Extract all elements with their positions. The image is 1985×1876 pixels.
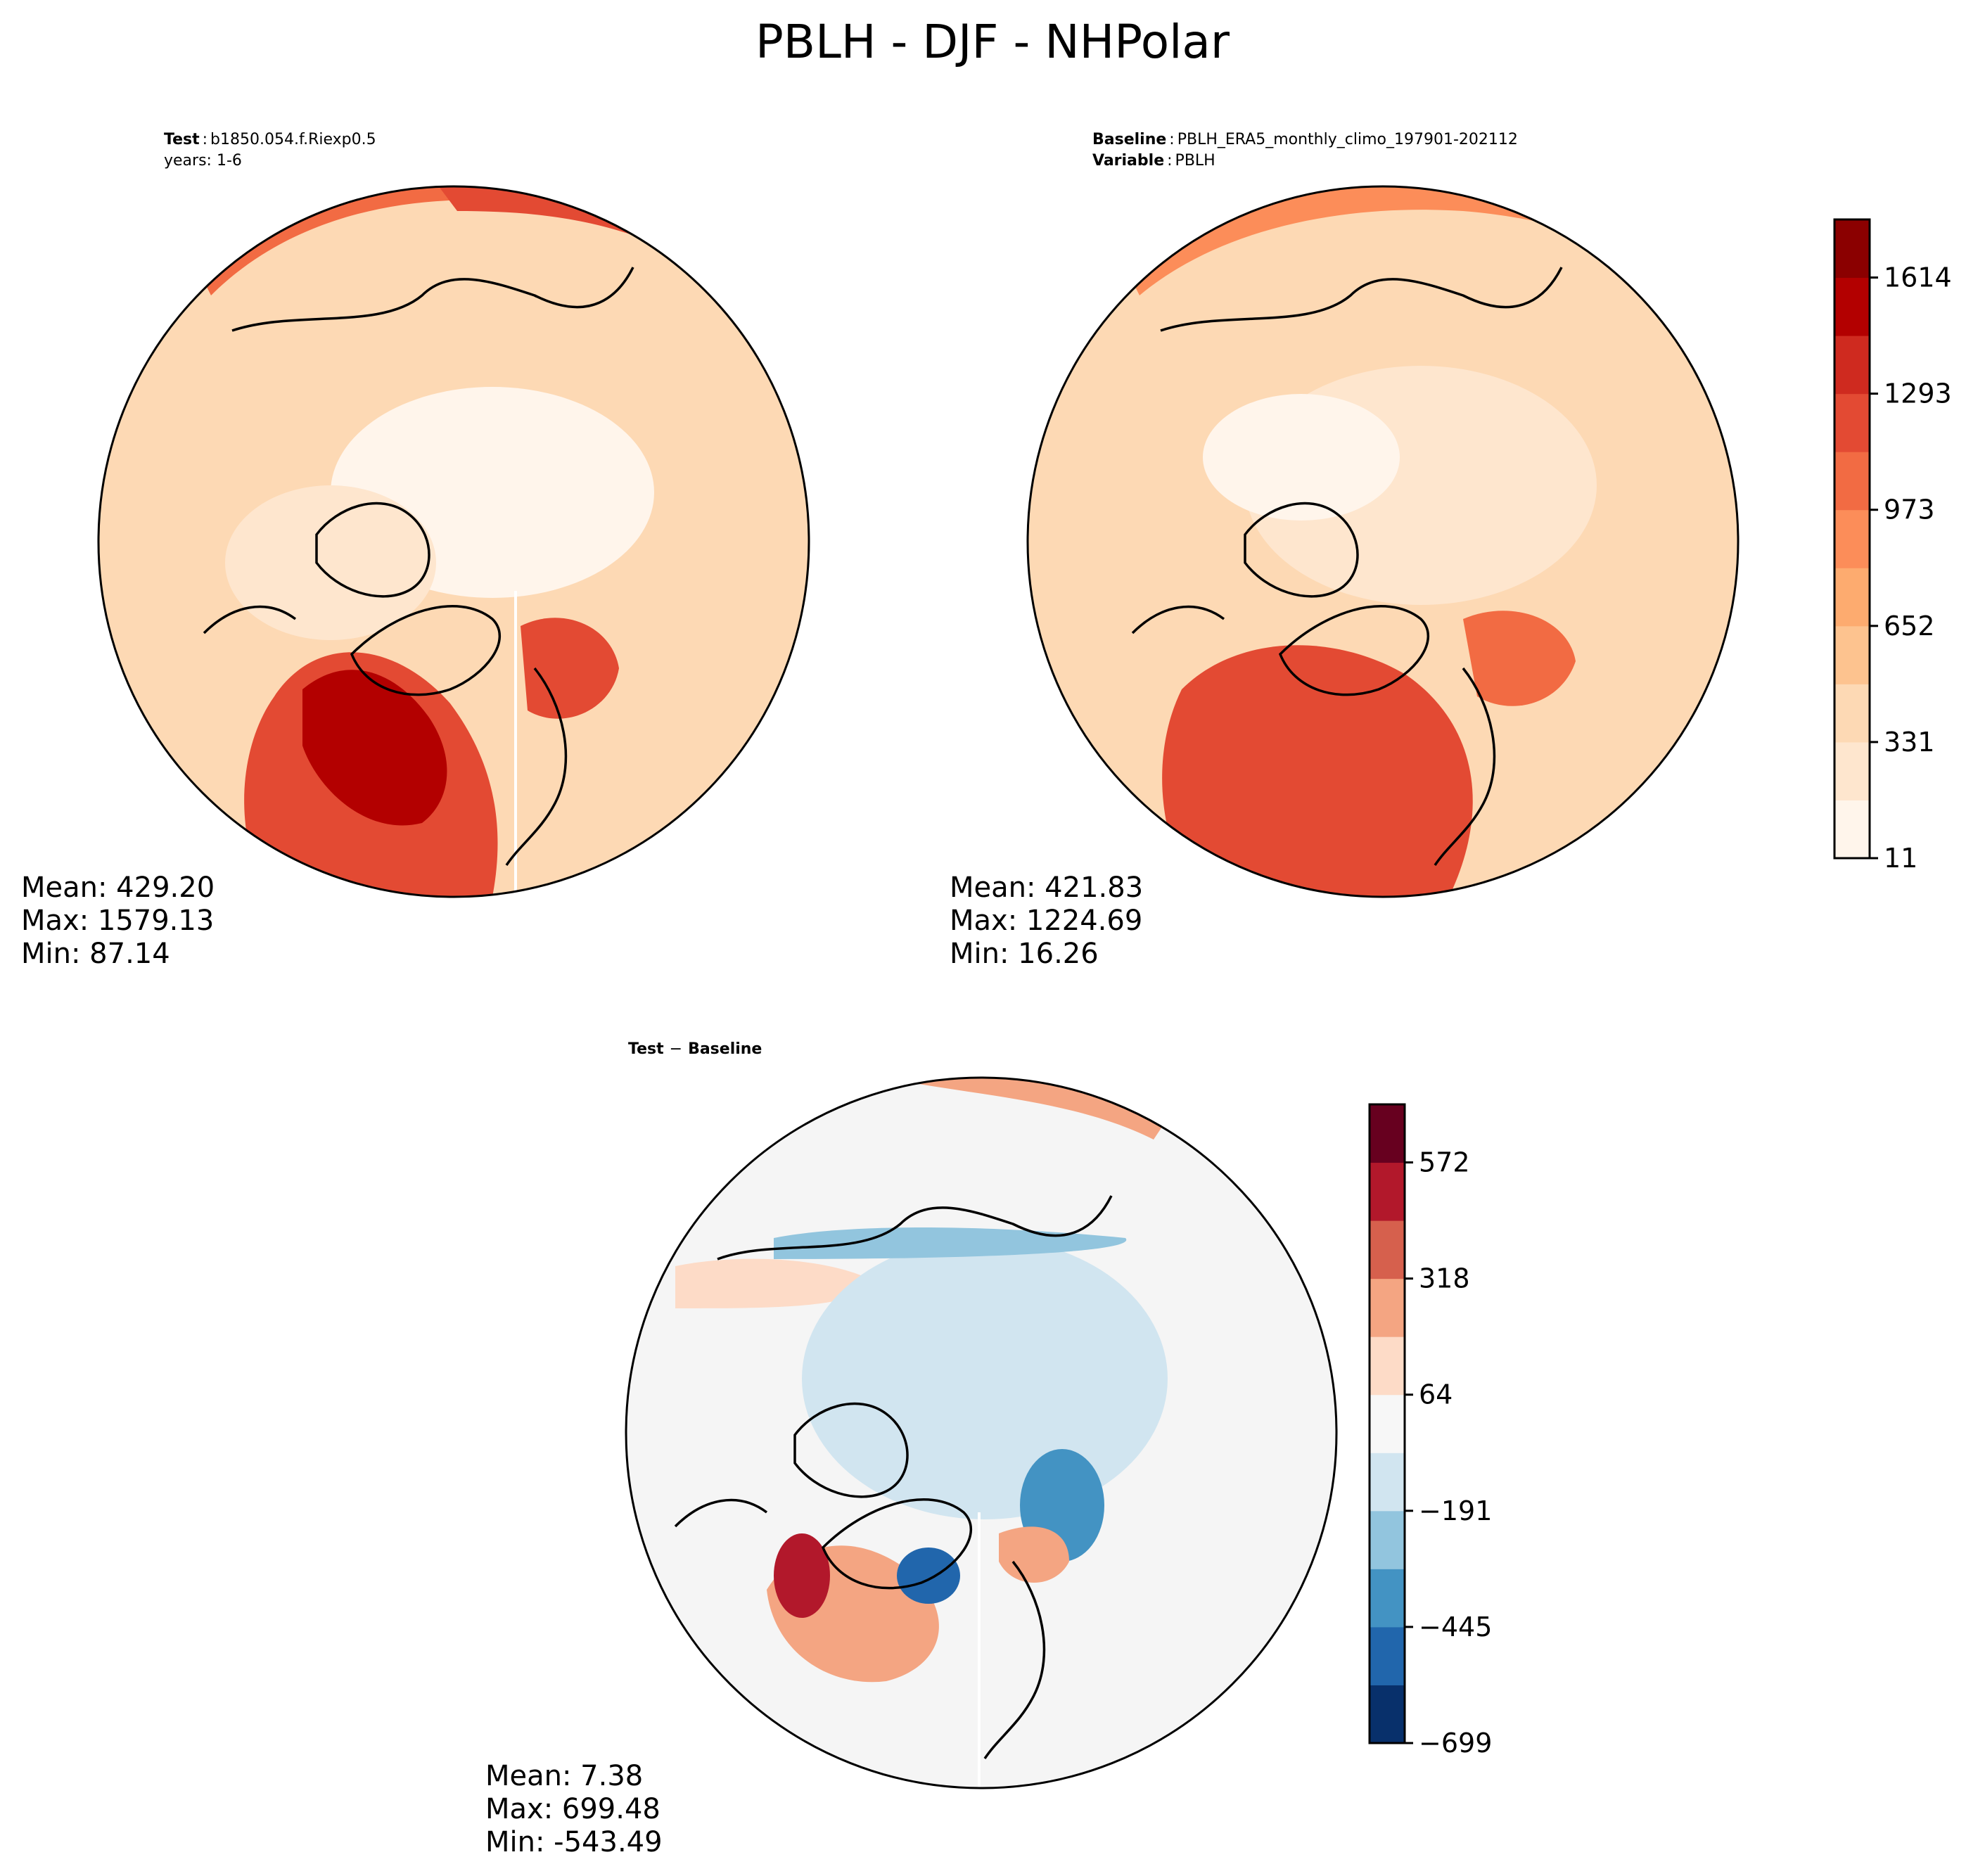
colorbar-diff-segment — [1370, 1336, 1405, 1396]
baseline-norwegian-high — [1463, 611, 1576, 706]
baseline-coastline-islands — [1244, 502, 1359, 598]
baseline-map — [1028, 186, 1738, 897]
test-stat-min: Min: 87.14 — [21, 938, 170, 970]
baseline-coastline-europe — [1434, 667, 1496, 866]
colorbar-main-tick-label: 1293 — [1884, 378, 1952, 409]
colorbar-main-segment — [1834, 219, 1870, 279]
colorbar-main-tick-label: 11 — [1884, 843, 1917, 874]
colorbar-main: 11 331 652 973 1293 1614 — [1833, 218, 1952, 874]
colorbar-main-segment — [1834, 625, 1870, 684]
diff-stat-min: Min: -543.49 — [485, 1826, 663, 1858]
baseline-stat-min: Min: 16.26 — [950, 938, 1099, 970]
colorbar-main-segment — [1834, 741, 1870, 800]
diff-europe-positive — [999, 1526, 1069, 1583]
diff-coastline-greenland — [821, 1498, 973, 1590]
test-atlantic-core — [302, 670, 447, 826]
test-stat-max: Max: 1579.13 — [21, 905, 214, 937]
colorbar-main-border — [1833, 218, 1871, 860]
colorbar-diff-segment — [1370, 1162, 1405, 1221]
colorbar-diff-tick-label: 318 — [1419, 1263, 1470, 1294]
variable-name: PBLH — [1175, 152, 1215, 170]
baseline-coastline-canada — [1131, 605, 1225, 634]
colorbar-main-segment — [1834, 452, 1870, 511]
test-coastline-islands — [315, 502, 430, 598]
colorbar-diff-tick-label: 572 — [1419, 1147, 1470, 1178]
figure-title: PBLH - DJF - NHPolar — [755, 15, 1230, 69]
diff-header-minus: − — [670, 1040, 682, 1058]
colorbar-diff: −699 −445 −191 64 318 572 — [1368, 1103, 1492, 1759]
diff-stat-max: Max: 699.48 — [485, 1793, 660, 1825]
colorbar-diff-segment — [1370, 1453, 1405, 1512]
colorbar-diff-segment — [1370, 1220, 1405, 1280]
colorbar-diff-segment — [1370, 1104, 1405, 1163]
baseline-header-line1: Baseline: PBLH_ERA5_monthly_climo_197901-… — [1092, 131, 1518, 148]
baseline-label: Baseline — [1092, 131, 1166, 148]
diff-coastline-europe — [983, 1560, 1046, 1759]
test-case-name: b1850.054.f.Riexp0.5 — [210, 131, 376, 148]
colorbar-diff-segment — [1370, 1569, 1405, 1628]
colorbar-diff-segment — [1370, 1510, 1405, 1569]
baseline-arctic-min — [1203, 394, 1400, 521]
diff-header-test: Test — [628, 1040, 664, 1058]
colorbar-diff-segment — [1370, 1278, 1405, 1337]
colorbar-diff-segment — [1370, 1685, 1405, 1744]
test-canada-low — [225, 485, 436, 640]
diff-panel: Test − Baseline Mean: 7.38 Max: 699.48 Min… — [485, 1040, 1338, 1858]
diff-coastline-north — [717, 1195, 1113, 1261]
test-years: years: 1-6 — [164, 152, 242, 170]
test-map — [98, 186, 809, 897]
test-panel: Test: b1850.054.f.Riexp0.5 years: 1-6 — [21, 131, 810, 970]
colorbar-diff-tick-label: 64 — [1419, 1379, 1453, 1410]
baseline-stat-mean: Mean: 421.83 — [950, 872, 1143, 904]
diff-arctic-negative — [802, 1238, 1168, 1519]
diff-coast-negative — [774, 1227, 1127, 1259]
test-coastline-europe — [505, 667, 568, 866]
colorbar-main-segment — [1834, 393, 1870, 452]
colorbar-main-tick-label: 973 — [1884, 494, 1935, 525]
colorbar-main-segment — [1834, 509, 1870, 568]
diff-stat-mean: Mean: 7.38 — [485, 1760, 643, 1792]
diff-coastline-canada — [674, 1498, 768, 1528]
colorbar-main-tick-label: 1614 — [1884, 262, 1952, 293]
test-coastline-greenland — [350, 605, 502, 696]
diff-minimum — [897, 1548, 960, 1604]
colorbar-main-segment — [1834, 277, 1870, 336]
test-header-line1: Test: b1850.054.f.Riexp0.5 — [164, 131, 376, 148]
diff-atlantic-max — [774, 1533, 830, 1618]
colorbar-diff-border — [1368, 1103, 1406, 1744]
test-label: Test — [164, 131, 200, 148]
baseline-atlantic-band — [1162, 645, 1473, 897]
diff-map-border — [625, 1076, 1338, 1789]
test-norwegian-high — [521, 618, 619, 719]
baseline-map-border — [1026, 185, 1740, 898]
test-map-border — [97, 185, 810, 898]
baseline-case-name: PBLH_ERA5_monthly_climo_197901-202112 — [1177, 131, 1518, 148]
test-coastline-canada — [203, 605, 297, 634]
test-coastline-north — [231, 267, 634, 332]
colorbar-diff-tick-label: −699 — [1419, 1728, 1492, 1759]
colorbar-main-segment — [1834, 684, 1870, 743]
baseline-panel: Baseline: PBLH_ERA5_monthly_climo_197901-… — [950, 131, 1740, 970]
test-stat-mean: Mean: 429.20 — [21, 872, 215, 904]
colorbar-diff-segment — [1370, 1626, 1405, 1685]
baseline-stat-max: Max: 1224.69 — [950, 905, 1142, 937]
diff-header: Test − Baseline — [628, 1040, 762, 1058]
baseline-coastline-north — [1160, 267, 1563, 332]
variable-label: Variable — [1092, 152, 1164, 170]
diff-header-baseline: Baseline — [688, 1040, 762, 1058]
colorbar-main-segment — [1834, 800, 1870, 859]
colorbar-diff-segment — [1370, 1394, 1405, 1453]
baseline-header-line2: Variable: PBLH — [1092, 152, 1215, 170]
colorbar-main-segment — [1834, 336, 1870, 395]
diff-coastline-islands — [793, 1402, 909, 1498]
colorbar-main-tick-label: 652 — [1884, 611, 1935, 642]
colorbar-diff-tick-label: −191 — [1419, 1495, 1492, 1526]
colorbar-main-segment — [1834, 568, 1870, 627]
diff-west-positive — [675, 1258, 872, 1308]
colorbar-main-tick-label: 331 — [1884, 727, 1935, 758]
baseline-coastline-greenland — [1278, 605, 1430, 696]
colorbar-diff-tick-label: −445 — [1419, 1612, 1492, 1642]
diff-map — [626, 1078, 1336, 1788]
